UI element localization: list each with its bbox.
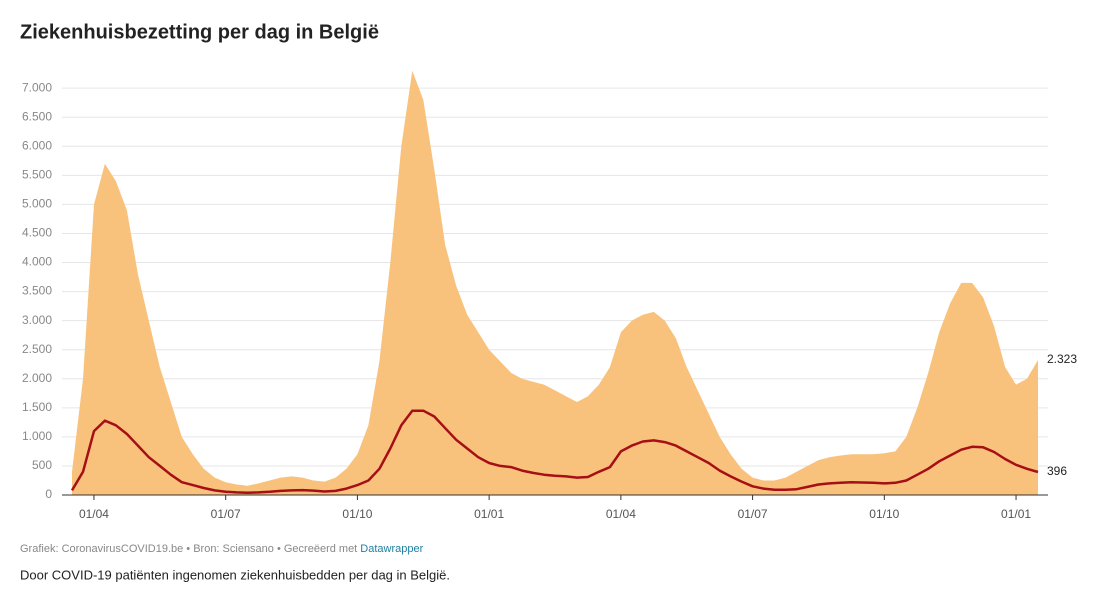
y-tick-label: 5.500 (22, 168, 52, 182)
y-tick-label: 2.000 (22, 371, 52, 385)
y-tick-label: 1.000 (22, 429, 52, 443)
x-tick-label: 01/01 (1001, 507, 1031, 521)
end-label: 396 (1047, 464, 1067, 478)
y-tick-label: 7.000 (22, 80, 52, 94)
x-tick-label: 01/10 (342, 507, 372, 521)
y-tick-label: 0 (45, 487, 52, 501)
x-tick-label: 01/07 (211, 507, 241, 521)
end-label: 2.323 (1047, 352, 1077, 366)
footer-source: Grafiek: CoronavirusCOVID19.be • Bron: S… (20, 543, 360, 555)
y-tick-label: 1.500 (22, 400, 52, 414)
line (70, 409, 1039, 494)
y-tick-label: 4.000 (22, 255, 52, 269)
description: Door COVID-19 patiënten ingenomen zieken… (20, 567, 450, 582)
y-tick-label: 3.000 (22, 313, 52, 327)
y-tick-label: 3.500 (22, 284, 52, 298)
y-tick-label: 6.500 (22, 109, 52, 123)
area (72, 70, 1038, 495)
x-tick-label: 01/07 (738, 507, 768, 521)
chart-title: Ziekenhuisbezetting per dag in België (20, 21, 379, 43)
y-tick-label: 4.500 (22, 226, 52, 240)
x-tick-label: 01/04 (606, 507, 636, 521)
x-tick-label: 01/04 (79, 507, 109, 521)
y-tick-label: 2.500 (22, 342, 52, 356)
footer-link[interactable]: Datawrapper (360, 543, 423, 555)
y-tick-label: 5.000 (22, 197, 52, 211)
y-tick-label: 500 (32, 458, 52, 472)
x-tick-label: 01/01 (474, 507, 504, 521)
x-tick-label: 01/10 (869, 507, 899, 521)
y-tick-label: 6.000 (22, 138, 52, 152)
footer: Grafiek: CoronavirusCOVID19.be • Bron: S… (20, 543, 424, 555)
